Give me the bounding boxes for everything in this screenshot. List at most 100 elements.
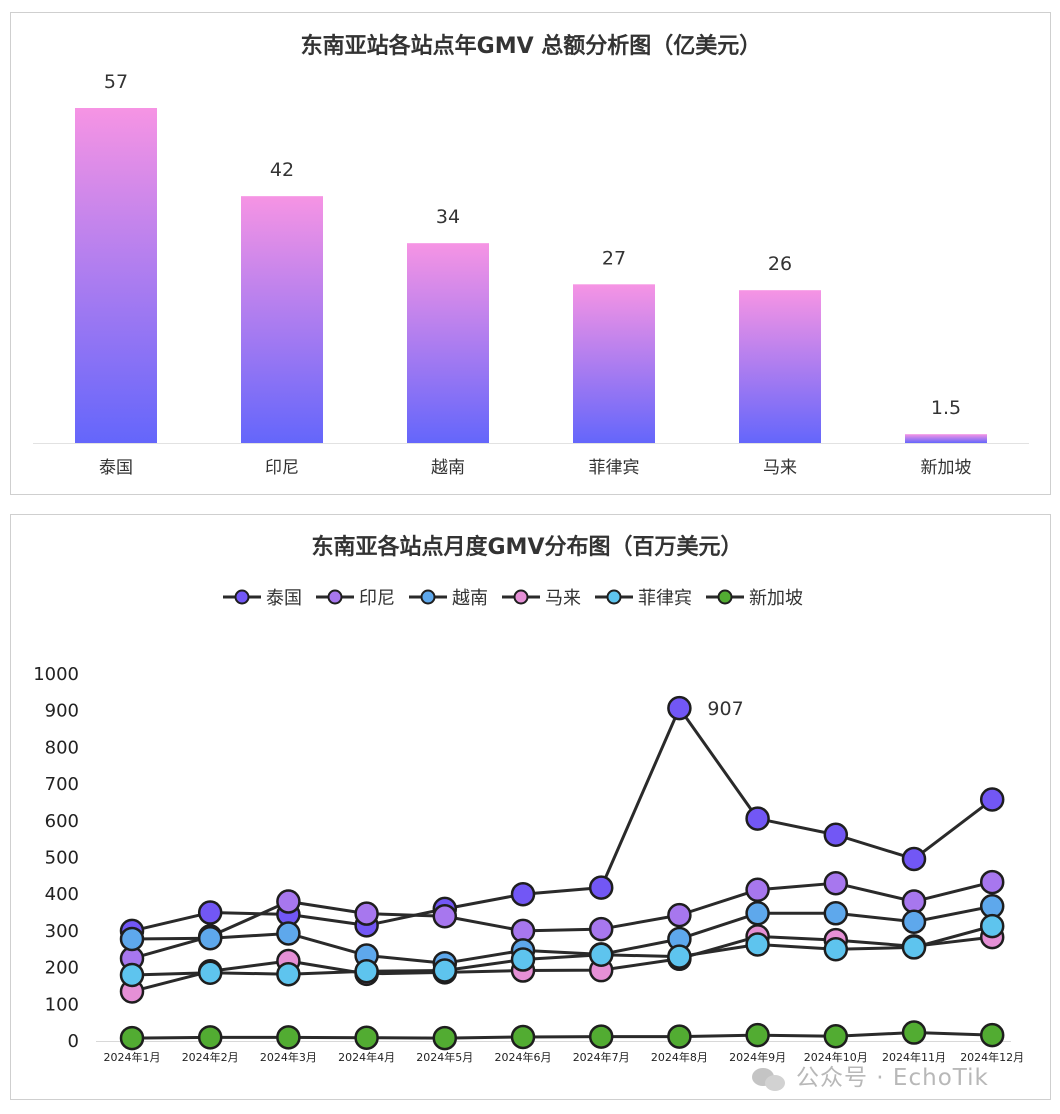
point-新加坡 (979, 1022, 1005, 1048)
point-泰国 (901, 846, 927, 872)
legend-entry: 泰国 (266, 588, 302, 609)
y-tick-label: 0 (68, 1031, 79, 1052)
point-泰国 (667, 695, 692, 721)
point-印尼 (901, 889, 927, 914)
bar-value-label: 26 (768, 253, 792, 275)
legend-entry: 越南 (452, 588, 488, 609)
legend-marker (420, 589, 436, 605)
point-越南 (901, 909, 927, 934)
bar-value-label: 42 (270, 159, 294, 181)
series-line-马来 (131, 934, 993, 993)
point-越南 (823, 901, 849, 926)
bar-value-label: 57 (104, 71, 128, 93)
point-印尼 (667, 902, 692, 928)
point-泰国 (197, 900, 223, 925)
bar-value-label: 1.5 (931, 397, 961, 419)
legend-entry: 菲律宾 (638, 588, 692, 609)
bar-菲律宾 (573, 284, 655, 443)
watermark: 公众号 · EchoTik (752, 1058, 989, 1092)
point-菲律宾 (979, 913, 1005, 939)
bar-category-label: 越南 (431, 458, 465, 478)
point-新加坡 (823, 1023, 849, 1049)
point-印尼 (432, 903, 458, 929)
point-越南 (745, 901, 770, 926)
point-泰国 (588, 875, 614, 900)
point-泰国 (745, 806, 770, 831)
y-tick-label: 600 (45, 811, 79, 832)
point-印尼 (823, 870, 849, 896)
point-菲律宾 (432, 958, 458, 983)
point-新加坡 (276, 1025, 301, 1050)
bar-category-label: 印尼 (265, 458, 299, 478)
bar-越南 (407, 243, 489, 443)
y-tick-label: 500 (45, 848, 79, 869)
annual-gmv-panel: 东南亚站各站点年GMV 总额分析图（亿美元） 57 泰国 42 印尼 34 越南 27 菲律宾… (10, 12, 1051, 495)
point-菲律宾 (354, 959, 379, 984)
point-新加坡 (354, 1025, 379, 1050)
y-tick-label: 1000 (33, 664, 79, 685)
point-新加坡 (588, 1024, 614, 1049)
point-印尼 (979, 869, 1005, 895)
point-菲律宾 (276, 961, 301, 987)
legend-marker (234, 589, 250, 605)
point-新加坡 (510, 1024, 536, 1050)
x-tick-label: 2024年3月 (260, 1050, 317, 1064)
series-line-泰国 (131, 706, 994, 933)
point-越南 (119, 926, 145, 952)
point-菲律宾 (901, 935, 927, 960)
bar-category-label: 泰国 (99, 458, 133, 478)
legend-entry: 马来 (545, 588, 581, 609)
legend-marker (606, 589, 622, 605)
point-新加坡 (667, 1024, 692, 1049)
x-tick-label: 2024年8月 (651, 1050, 708, 1064)
watermark-text: 公众号 · EchoTik (796, 1065, 989, 1091)
point-菲律宾 (510, 947, 536, 972)
bar-印尼 (241, 196, 323, 443)
legend-entry: 新加坡 (749, 588, 803, 609)
y-tick-label: 900 (45, 701, 79, 722)
series-line-新加坡 (131, 1031, 993, 1040)
x-tick-label: 2024年2月 (182, 1050, 239, 1064)
x-tick-label: 2024年1月 (104, 1050, 161, 1064)
point-菲律宾 (745, 932, 770, 957)
wechat-icon (752, 1066, 788, 1092)
line-chart-title: 东南亚各站点月度GMV分布图（百万美元） (312, 534, 743, 560)
x-tick-label: 2024年10月 (804, 1050, 868, 1064)
x-tick-label: 2024年7月 (573, 1050, 630, 1064)
bar-chart-title: 东南亚站各站点年GMV 总额分析图（亿美元） (301, 33, 762, 59)
point-越南 (197, 925, 223, 951)
x-tick-label: 2024年6月 (495, 1050, 552, 1064)
point-新加坡 (432, 1025, 458, 1051)
point-印尼 (588, 916, 614, 942)
y-tick-label: 300 (45, 921, 79, 942)
legend: 泰国 印尼 越南 马来 菲律宾 新加坡 (223, 588, 803, 609)
annual-gmv-bar-chart: 东南亚站各站点年GMV 总额分析图（亿美元） 57 泰国 42 印尼 34 越南 27 菲律宾… (33, 33, 1029, 478)
point-印尼 (354, 901, 379, 926)
bar-马来 (739, 290, 821, 443)
bar-value-label: 27 (602, 247, 626, 269)
bar-category-label: 菲律宾 (589, 458, 640, 478)
x-tick-label: 2024年9月 (729, 1050, 786, 1064)
x-tick-label: 2024年11月 (882, 1050, 946, 1064)
legend-marker (513, 589, 529, 605)
point-印尼 (745, 877, 770, 903)
monthly-gmv-panel: 东南亚各站点月度GMV分布图（百万美元） 泰国 印尼 越南 马来 菲律宾 新加坡 0 100… (10, 514, 1051, 1100)
bar-新加坡 (905, 434, 987, 443)
point-新加坡 (119, 1025, 145, 1051)
y-tick-label: 200 (45, 958, 79, 979)
bar-category-label: 新加坡 (921, 458, 972, 478)
y-tick-label: 700 (45, 774, 79, 795)
point-菲律宾 (119, 962, 145, 988)
point-印尼 (276, 889, 301, 914)
series-line-菲律宾 (131, 924, 993, 977)
point-新加坡 (197, 1025, 223, 1050)
x-tick-label: 2024年4月 (338, 1050, 395, 1064)
point-菲律宾 (667, 944, 692, 969)
y-tick-label: 400 (45, 884, 79, 905)
y-tick-label: 800 (45, 737, 79, 758)
bar-category-label: 马来 (763, 458, 797, 478)
monthly-gmv-line-chart: 东南亚各站点月度GMV分布图（百万美元） 泰国 印尼 越南 马来 菲律宾 新加坡 0 100… (33, 534, 1024, 1064)
point-泰国 (510, 881, 536, 907)
bar-泰国 (75, 108, 157, 443)
legend-marker (717, 589, 733, 605)
